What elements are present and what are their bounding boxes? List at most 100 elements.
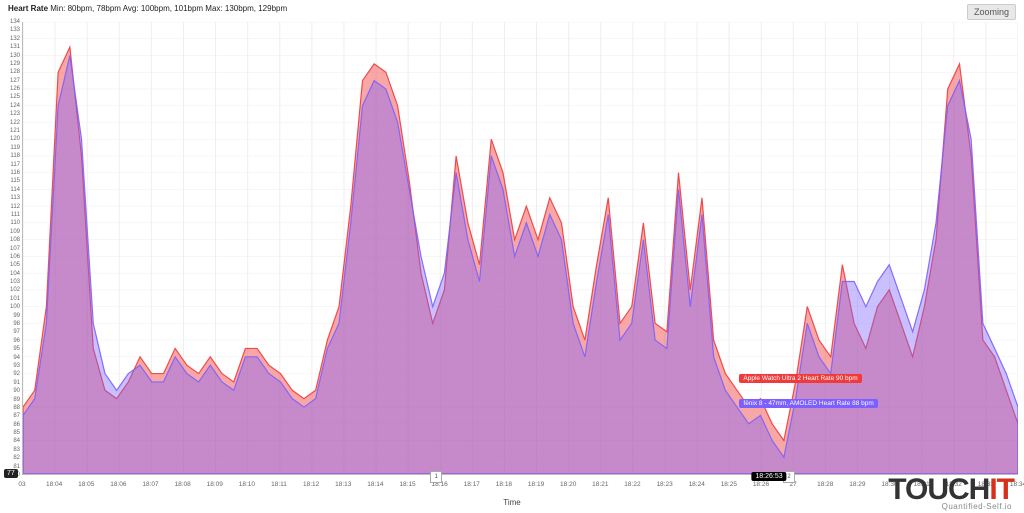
time-cursor-badge: 18:26:53 [751,472,786,481]
tooltip-series-1: Apple Watch Ultra 2 Heart Rate 90 bpm [739,374,861,383]
y-tick: 86 [13,422,20,428]
y-tick: 114 [10,187,20,193]
y-tick: 97 [13,329,20,335]
x-tick: 18:29 [849,481,865,488]
y-tick: 98 [13,321,20,327]
x-axis: 0318:0418:0518:0618:0718:0818:0918:1018:… [22,479,1018,493]
y-tick: 108 [10,237,20,243]
y-tick: 110 [10,220,20,226]
x-tick: 18:07 [142,481,158,488]
x-tick: 18:09 [207,481,223,488]
y-tick: 103 [10,279,20,285]
y-tick: 119 [10,145,20,151]
y-tick: 113 [10,195,20,201]
tooltip-series-2-label: fēnix 8 - 47mm, AMOLED Heart Rate 88 bpm [743,400,873,407]
y-tick: 104 [10,271,20,277]
y-tick: 120 [10,136,20,142]
y-tick: 132 [10,36,20,42]
y-tick: 105 [10,262,20,268]
y-tick: 93 [13,363,20,369]
y-tick: 130 [10,53,20,59]
x-tick: 18:05 [78,481,94,488]
y-tick: 102 [10,287,20,293]
chart-container: 8081828384858687888990919293949596979899… [0,22,1024,475]
y-tick: 118 [10,153,20,159]
y-tick: 131 [10,44,20,50]
y-tick: 121 [10,128,20,134]
y-tick: 134 [10,19,20,25]
y-tick: 87 [13,413,20,419]
y-tick: 112 [10,204,20,210]
x-tick: 18:15 [399,481,415,488]
y-tick: 99 [13,313,20,319]
y-tick: 122 [10,120,20,126]
y-tick: 117 [10,162,20,168]
zoom-mode-button[interactable]: Zooming [967,4,1016,20]
y-tick: 88 [13,405,20,411]
y-tick: 83 [13,447,20,453]
y-tick: 95 [13,346,20,352]
y-tick: 94 [13,355,20,361]
y-tick: 124 [10,103,20,109]
y-tick: 100 [10,304,20,310]
x-tick: 18:26 [753,481,769,488]
y-axis: 8081828384858687888990919293949596979899… [0,22,22,475]
x-tick: 18:24 [689,481,705,488]
plot-area[interactable]: Apple Watch Ultra 2 Heart Rate 90 bpm fē… [22,22,1018,475]
y-tick: 91 [13,380,20,386]
x-tick: 18:22 [624,481,640,488]
x-tick: 18:18 [496,481,512,488]
y-tick: 96 [13,338,20,344]
x-tick: 18:17 [464,481,480,488]
y-tick: 116 [10,170,20,176]
y-tick: 107 [10,246,20,252]
x-tick: 18:31 [913,481,929,488]
y-tick: 127 [10,78,20,84]
x-axis-title: Time [503,498,520,507]
zoom-mode-label: Zooming [974,7,1009,17]
x-tick: 03 [18,481,25,488]
y-tick: 92 [13,371,20,377]
x-tick: 18:04 [46,481,62,488]
y-tick: 126 [10,86,20,92]
y-tick: 129 [10,61,20,67]
x-tick: 18:20 [560,481,576,488]
y-tick: 115 [10,178,20,184]
y-tick: 123 [10,111,20,117]
x-tick: 18:11 [271,481,287,488]
x-tick: 18:23 [656,481,672,488]
y-tick: 125 [10,94,20,100]
x-tick: 18:34 [1010,481,1024,488]
x-tick: 18:10 [239,481,255,488]
x-tick: 18:13 [335,481,351,488]
tooltip-series-1-label: Apple Watch Ultra 2 Heart Rate 90 bpm [743,375,857,382]
x-tick: 18:08 [175,481,191,488]
x-tick: 18:30 [881,481,897,488]
y-tick: 109 [10,229,20,235]
chart-title: Heart Rate [8,4,48,13]
x-tick: 18:21 [592,481,608,488]
x-tick: 18:19 [528,481,544,488]
range-marker-1[interactable]: 1 [430,471,442,483]
watermark-subtitle: Quantified-Self.io [942,502,1012,511]
y-tick: 90 [13,388,20,394]
y-tick: 111 [11,212,20,218]
x-tick: 18:25 [721,481,737,488]
x-tick: 18:33 [978,481,994,488]
tooltip-series-2: fēnix 8 - 47mm, AMOLED Heart Rate 88 bpm [739,399,877,408]
chart-title-stats: Heart Rate Min: 80bpm, 78bpm Avg: 100bpm… [8,4,287,13]
y-tick: 82 [13,455,20,461]
x-tick: 18:14 [367,481,383,488]
range-min-badge: 77 [4,469,18,478]
y-tick: 128 [10,69,20,75]
y-tick: 106 [10,254,20,260]
chart-stats: Min: 80bpm, 78bpm Avg: 100bpm, 101bpm Ma… [50,4,287,13]
x-tick: 18:28 [817,481,833,488]
y-tick: 133 [10,27,20,33]
y-tick: 85 [13,430,20,436]
x-tick: 18:06 [110,481,126,488]
y-tick: 89 [13,397,20,403]
x-tick: 18:32 [946,481,962,488]
y-tick: 101 [10,296,20,302]
x-tick: 18:12 [303,481,319,488]
